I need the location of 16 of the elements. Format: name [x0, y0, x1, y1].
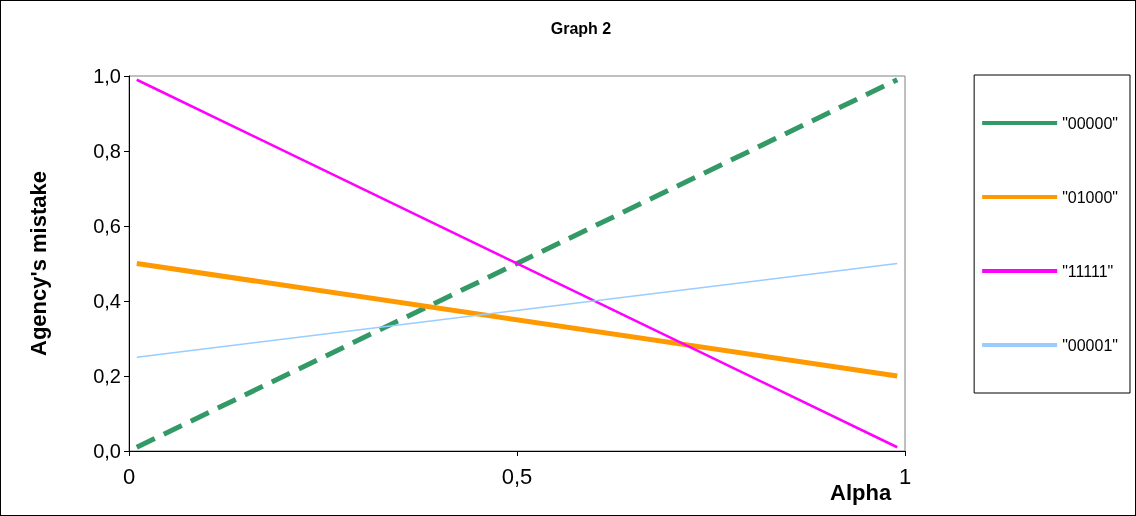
y-tick-label: 0,8: [93, 140, 121, 162]
x-tick-label: 0: [122, 463, 136, 489]
y-axis-title: Agency's mistake: [25, 171, 51, 356]
y-tick-label: 0,4: [93, 290, 121, 312]
y-tick-label: 1,0: [93, 65, 121, 87]
x-tick-label: 1: [898, 463, 912, 489]
legend-label: "01000": [1062, 188, 1119, 206]
x-tick-label: 0,5: [501, 463, 533, 489]
legend-label: "00000": [1062, 114, 1119, 132]
y-tick-label: 0,2: [93, 365, 121, 387]
x-axis-title: Alpha: [830, 479, 892, 505]
y-tick-label: 0,0: [93, 440, 121, 462]
y-tick-label: 0,6: [93, 215, 121, 237]
legend-label: "11111": [1062, 262, 1114, 280]
chart-title: Graph 2: [550, 19, 612, 37]
legend-label: "00001": [1062, 336, 1119, 354]
